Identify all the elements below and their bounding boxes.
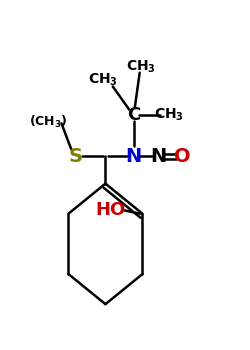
Text: $\mathregular{CH_3}$: $\mathregular{CH_3}$ [126,58,156,75]
Text: C: C [127,106,140,124]
Text: $\mathregular{(CH_3)}$: $\mathregular{(CH_3)}$ [29,113,67,130]
Text: HO: HO [96,201,126,219]
Text: $\mathregular{CH_3}$: $\mathregular{CH_3}$ [154,106,184,123]
Text: $\mathregular{CH_3}$: $\mathregular{CH_3}$ [88,72,118,89]
Text: S: S [69,147,83,166]
Text: O: O [174,147,191,166]
Text: N: N [126,147,142,166]
Text: N: N [150,147,166,166]
